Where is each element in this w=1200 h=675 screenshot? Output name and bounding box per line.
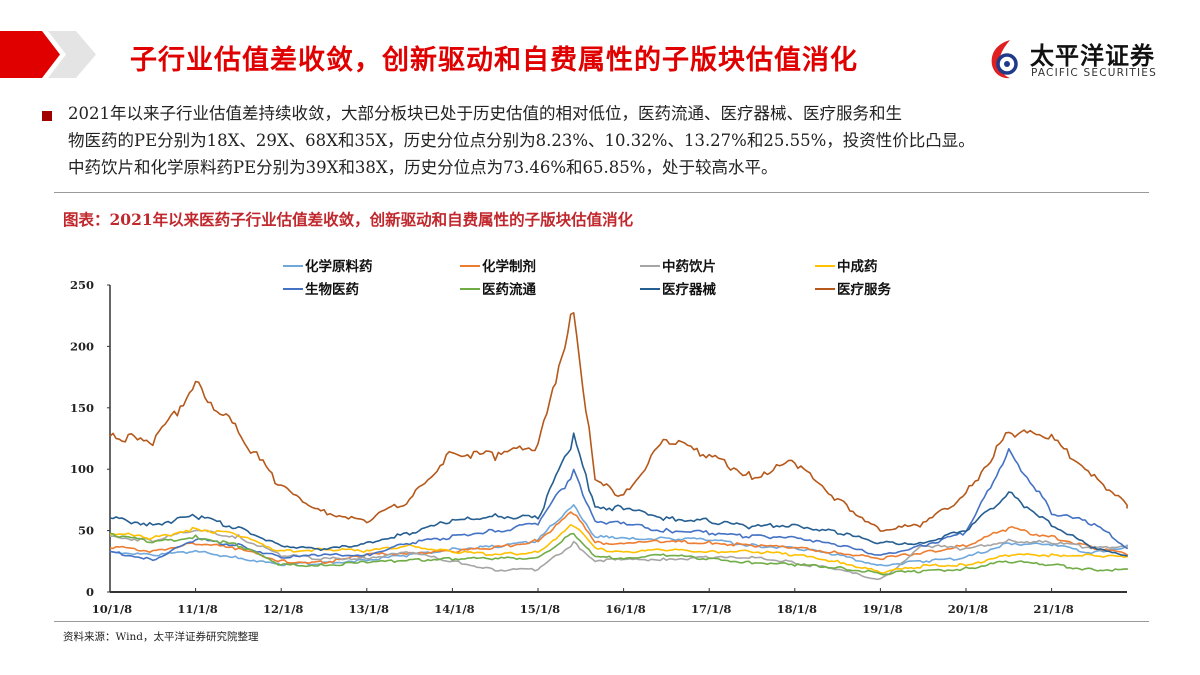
paragraph-line: 2021年以来子行业估值差持续收敛，大部分板块已处于历史估值的相对低位，医药流通…: [68, 104, 902, 123]
x-tick-label: 19/1/8: [862, 602, 902, 615]
x-tick-label: 12/1/8: [263, 602, 303, 615]
logo-english-name: PACIFIC SECURITIES: [1031, 67, 1158, 79]
legend-label: 化学原料药: [305, 258, 373, 275]
x-tick-label: 18/1/8: [777, 602, 817, 615]
x-tick-label: 16/1/8: [605, 602, 645, 615]
legend-label: 医疗服务: [837, 281, 891, 298]
paragraph-line: 中药饮片和化学原料药PE分别为39X和38X，历史分位点为73.46%和65.8…: [68, 158, 778, 177]
company-logo: 太平洋证券 PACIFIC SECURITIES: [988, 36, 1178, 82]
x-tick-label: 13/1/8: [349, 602, 389, 615]
y-tick-label: 50: [78, 524, 94, 538]
figure-title: 图表：2021年以来医药子行业估值差收敛，创新驱动和自费属性的子版块估值消化: [63, 210, 634, 229]
figure-source: 资料来源：Wind，太平洋证券研究院整理: [63, 631, 259, 643]
x-tick-label: 10/1/8: [92, 602, 132, 615]
paragraph-line: 物医药的PE分别为18X、29X、68X和35X，历史分位点分别为8.23%、1…: [68, 131, 975, 150]
bullet-square-icon: [42, 111, 52, 121]
y-tick-label: 200: [70, 339, 94, 353]
series-line: [109, 311, 1128, 532]
divider-top: [54, 192, 1149, 193]
x-tick-label: 11/1/8: [177, 602, 217, 615]
legend-label: 医药流通: [482, 281, 536, 298]
bullet-paragraph: 2021年以来子行业估值差持续收敛，大部分板块已处于历史估值的相对低位，医药流通…: [68, 100, 1178, 181]
logo-chinese-name: 太平洋证券: [1030, 42, 1155, 70]
legend-label: 化学制剂: [482, 258, 536, 275]
line-chart: 0 50 100 150 200 250 10/1/8 11/1/8 12/1/8 13/1/8 1…: [70, 258, 1128, 615]
y-tick-label: 150: [70, 401, 94, 415]
x-tick-label: 14/1/8: [434, 602, 474, 615]
legend-label: 中成药: [837, 258, 878, 275]
divider-bottom: [54, 621, 1149, 622]
series-line: [109, 532, 1128, 576]
x-tick-label: 17/1/8: [691, 602, 731, 615]
series-line: [110, 529, 1128, 581]
x-tick-label: 20/1/8: [948, 602, 988, 615]
legend-label: 生物医药: [305, 281, 359, 298]
pacific-logo-icon: [991, 40, 1018, 79]
legend-label: 中药饮片: [662, 258, 716, 275]
series-line: [109, 447, 1128, 562]
x-tick-label: 21/1/8: [1033, 602, 1073, 615]
page-title: 子行业估值差收敛，创新驱动和自费属性的子版块估值消化: [130, 45, 858, 76]
legend-label: 医疗器械: [662, 281, 716, 298]
series-line: [109, 523, 1128, 575]
x-tick-label: 15/1/8: [520, 602, 560, 615]
series-line: [109, 432, 1128, 557]
y-tick-label: 0: [86, 585, 94, 599]
y-tick-label: 250: [70, 278, 94, 292]
series-line: [109, 511, 1128, 565]
y-tick-label: 100: [70, 462, 94, 476]
banner-red-chevron: [0, 31, 60, 78]
